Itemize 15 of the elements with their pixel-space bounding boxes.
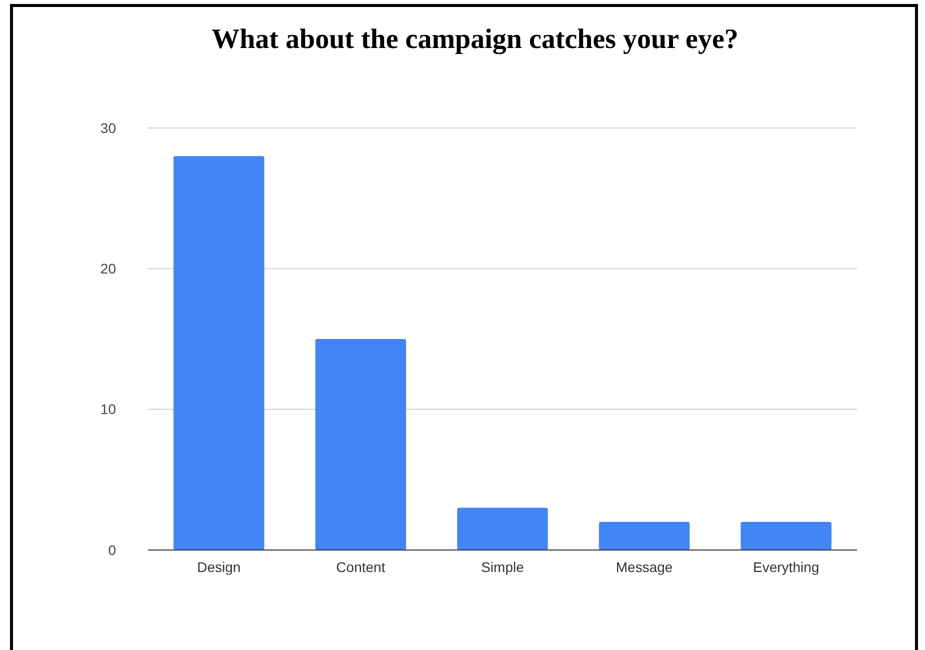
y-tick-label: 10 — [100, 401, 116, 418]
x-tick-label: Design — [197, 559, 241, 575]
bar — [174, 156, 264, 550]
chart-title: What about the campaign catches your eye? — [212, 24, 738, 55]
y-tick-label: 30 — [100, 120, 116, 136]
x-tick-label: Everything — [753, 559, 820, 575]
bar — [740, 522, 832, 550]
y-tick-label: 0 — [108, 542, 116, 558]
x-tick-label: Message — [616, 559, 673, 575]
y-tick-label: 20 — [100, 260, 116, 277]
bar — [315, 339, 406, 550]
bar — [598, 522, 690, 550]
bar — [457, 508, 548, 550]
x-tick-label: Content — [336, 559, 386, 575]
x-tick-label: Simple — [481, 559, 524, 575]
